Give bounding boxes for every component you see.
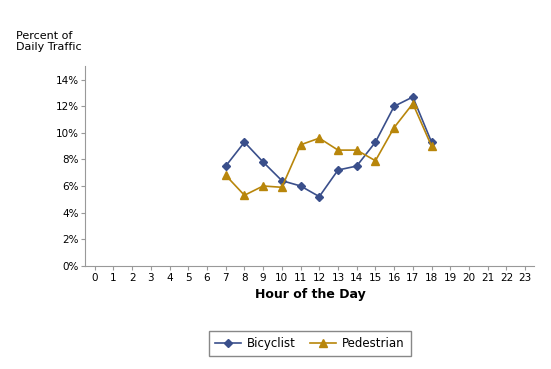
Pedestrian <box>428 144 435 148</box>
Pedestrian <box>241 193 248 197</box>
Pedestrian <box>260 184 267 188</box>
Line: Pedestrian: Pedestrian <box>222 100 435 199</box>
Pedestrian <box>279 185 285 190</box>
Bicyclist <box>298 184 304 188</box>
Bicyclist <box>372 140 379 144</box>
Pedestrian <box>223 173 229 177</box>
Pedestrian <box>353 148 360 152</box>
Bicyclist <box>409 95 416 99</box>
Bicyclist <box>428 140 435 144</box>
Pedestrian <box>409 101 416 106</box>
Bicyclist <box>316 194 322 199</box>
Pedestrian <box>372 159 379 163</box>
Bicyclist <box>353 164 360 168</box>
Pedestrian <box>316 136 322 140</box>
Bicyclist <box>391 104 397 108</box>
Pedestrian <box>391 125 397 130</box>
Legend: Bicyclist, Pedestrian: Bicyclist, Pedestrian <box>209 331 410 356</box>
Bicyclist <box>223 164 229 168</box>
Bicyclist <box>279 179 285 183</box>
Pedestrian <box>334 148 341 152</box>
Bicyclist <box>260 160 267 164</box>
Bicyclist <box>334 168 341 172</box>
Line: Bicyclist: Bicyclist <box>223 94 435 200</box>
Text: Percent of
Daily Traffic: Percent of Daily Traffic <box>16 31 82 52</box>
Pedestrian <box>298 142 304 147</box>
X-axis label: Hour of the Day: Hour of the Day <box>255 288 365 301</box>
Bicyclist <box>241 140 248 144</box>
